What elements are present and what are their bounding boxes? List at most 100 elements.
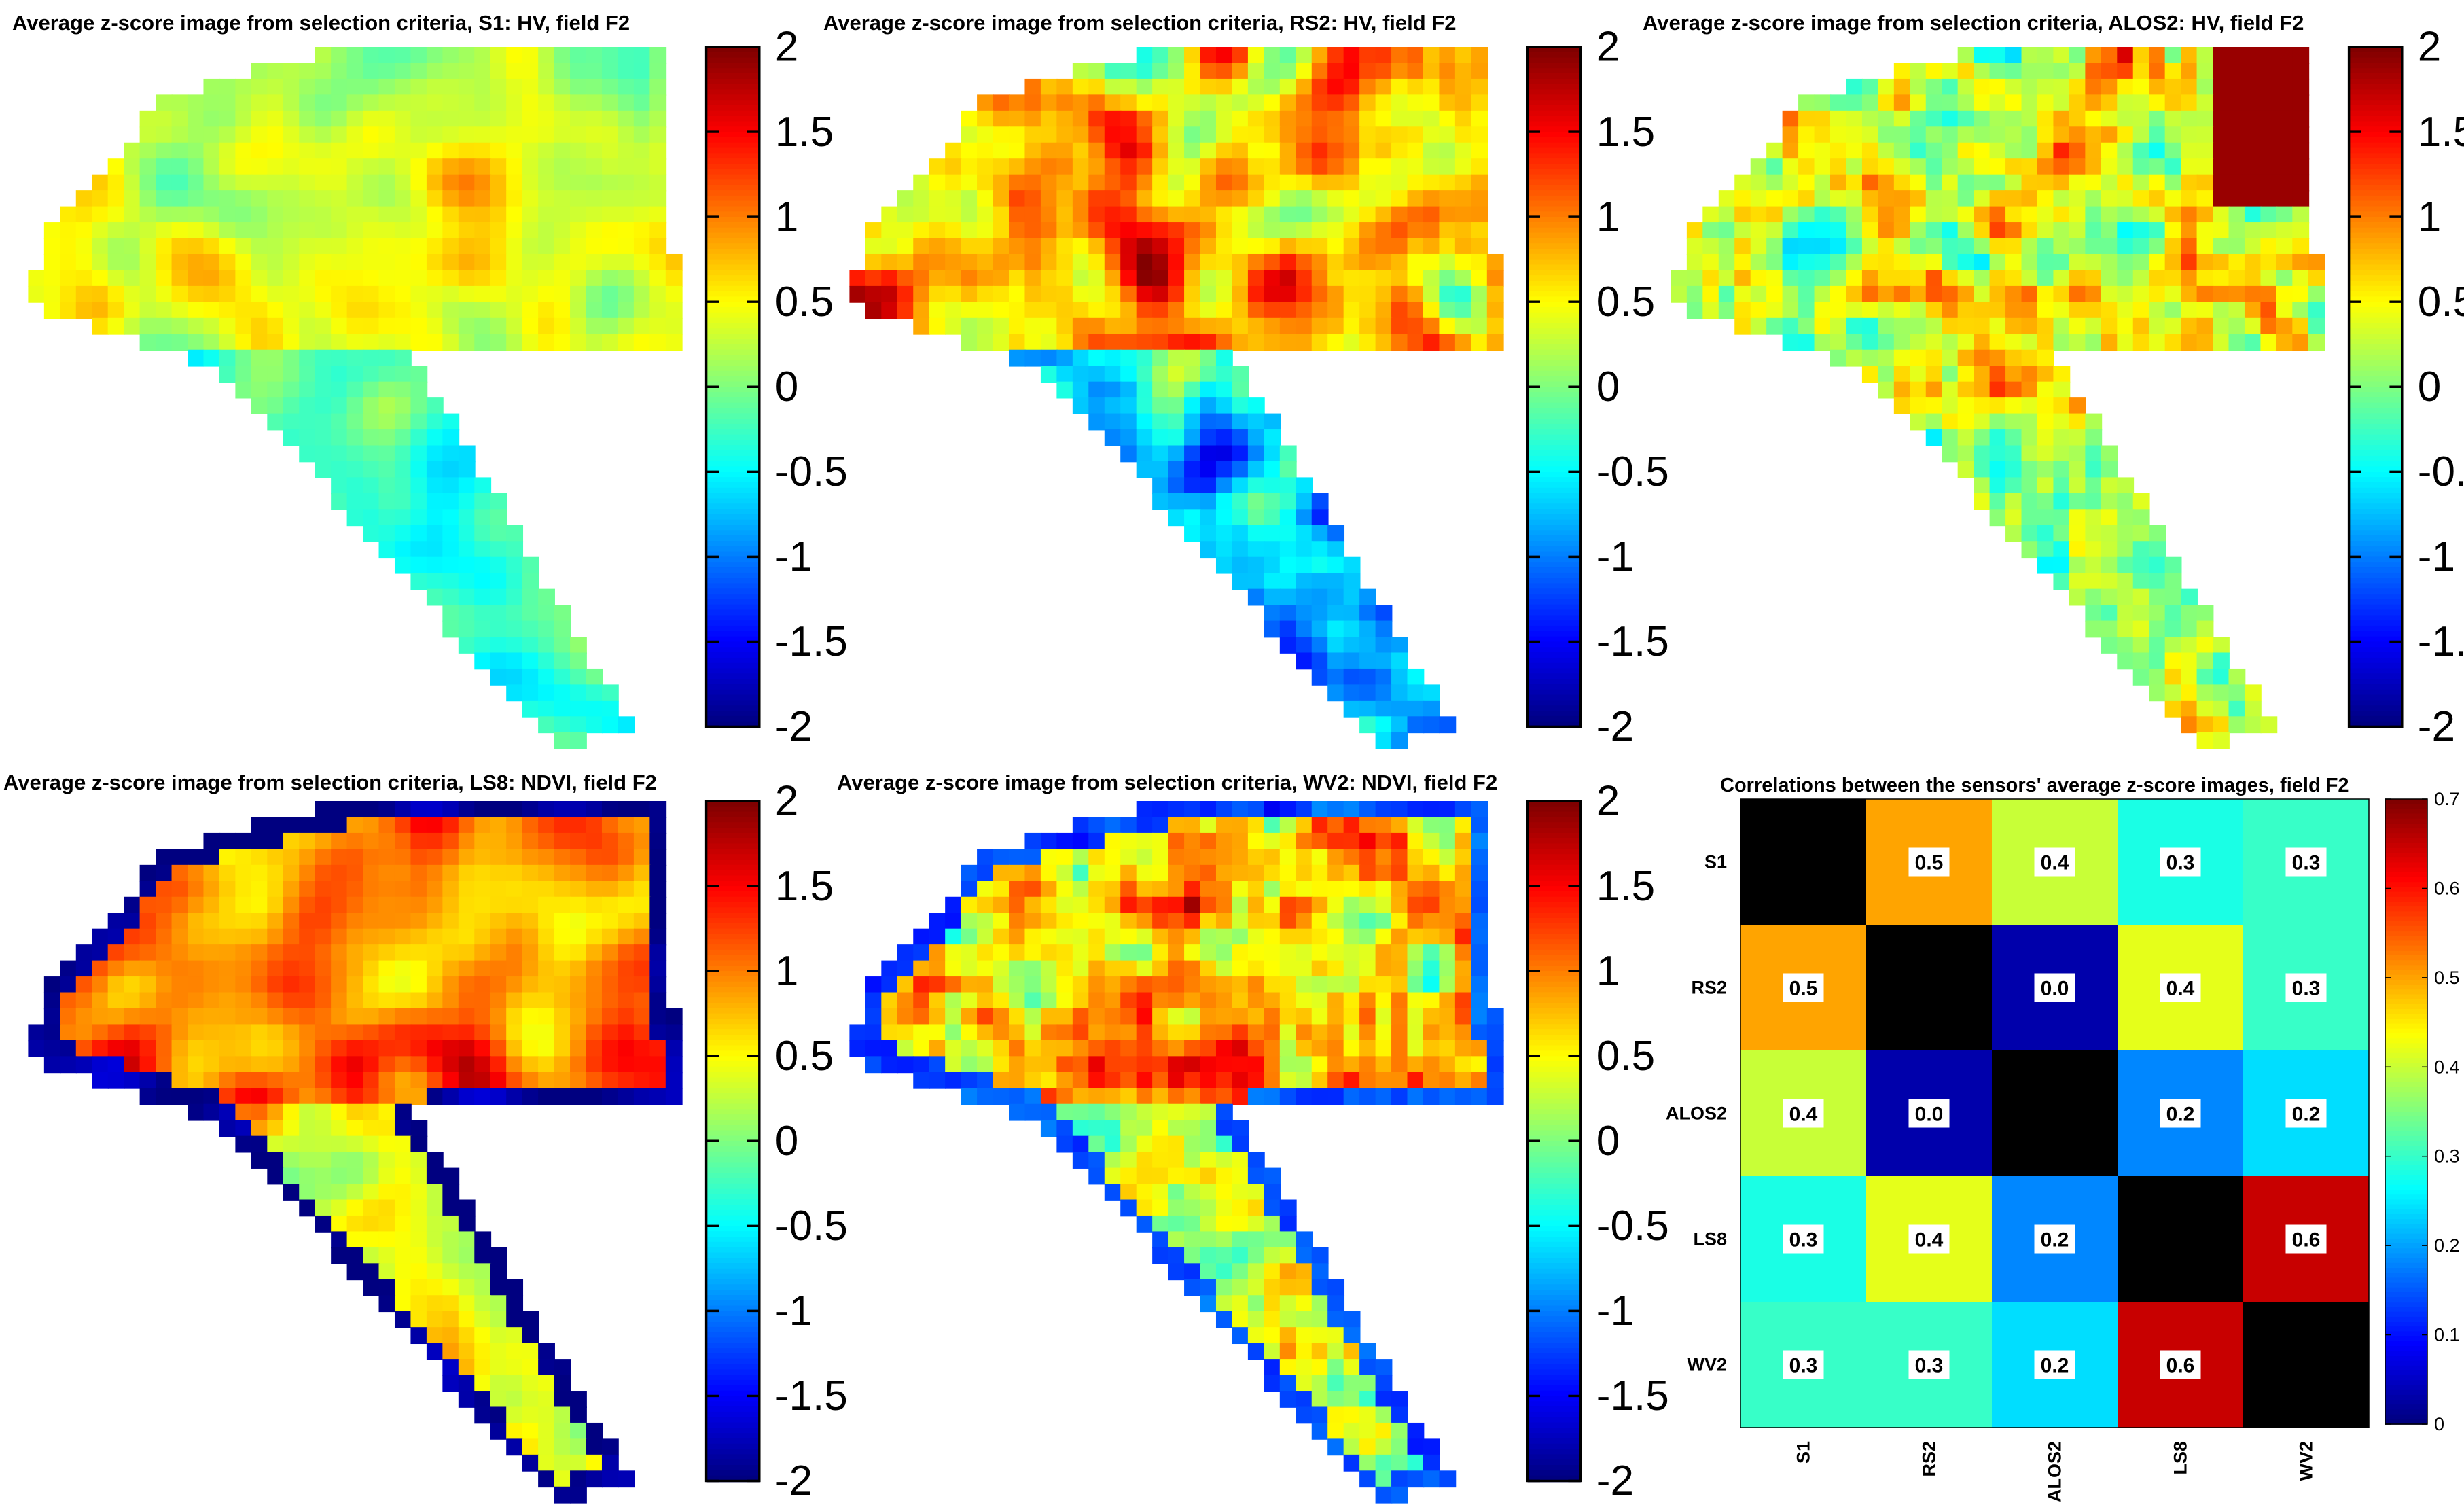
field-pixel (1439, 285, 1457, 303)
field-pixel (299, 190, 317, 207)
field-pixel (1830, 349, 1847, 367)
field-pixel (1120, 270, 1138, 287)
field-pixel (283, 222, 300, 239)
field-pixel (618, 270, 635, 287)
field-pixel (315, 270, 332, 287)
field-pixel (1056, 881, 1074, 898)
field-pixel (378, 976, 396, 993)
field-pixel (1407, 126, 1425, 144)
field-pixel (2196, 285, 2214, 303)
field-pixel (1375, 976, 1393, 993)
field-pixel (618, 285, 635, 303)
field-pixel (1989, 47, 2007, 64)
field-pixel (1343, 832, 1361, 850)
field-pixel (92, 992, 109, 1010)
field-pixel (649, 158, 667, 176)
field-pixel (506, 1279, 524, 1296)
field-pixel (522, 1343, 539, 1360)
field-pixel (1486, 1056, 1504, 1074)
colorbar-step (706, 949, 760, 957)
field-pixel (2196, 190, 2214, 207)
field-pixel (554, 1040, 571, 1057)
field-pixel (1375, 47, 1393, 64)
field-pixel (522, 1311, 539, 1328)
colorbar-step (706, 1103, 760, 1111)
field-pixel (2053, 445, 2071, 463)
field-pixel (1279, 270, 1297, 287)
colorbar-step (1527, 684, 1581, 691)
field-pixel (1974, 222, 1990, 239)
field-pixel (2276, 190, 2293, 207)
field-pixel (394, 541, 412, 559)
field-pixel (538, 78, 555, 96)
colorbar-step (706, 1273, 760, 1281)
field-pixel (331, 864, 348, 882)
field-pixel (1215, 126, 1233, 144)
field-pixel (2308, 334, 2325, 351)
field-pixel (1088, 63, 1106, 80)
colorbar-step (706, 843, 760, 851)
field-pixel (156, 849, 173, 866)
field-pixel (267, 1008, 285, 1025)
field-pixel (1200, 1040, 1217, 1057)
colorbar-step (706, 684, 760, 691)
field-pixel (188, 238, 204, 255)
field-pixel (1375, 732, 1393, 749)
field-pixel (346, 94, 364, 112)
field-pixel (1200, 317, 1217, 335)
colorbar-step (706, 801, 760, 808)
field-pixel (1375, 637, 1393, 654)
field-pixel (267, 253, 285, 271)
field-pixel (1215, 94, 1233, 112)
field-pixel (1878, 381, 1895, 399)
field-pixel (458, 928, 476, 946)
field-pixel (2101, 605, 2118, 622)
field-pixel (378, 270, 396, 287)
field-pixel (1296, 620, 1313, 638)
field-pixel (315, 801, 332, 818)
field-pixel (2037, 317, 2054, 335)
colorbar-step (2349, 503, 2402, 510)
field-pixel (2132, 142, 2150, 160)
field-pixel (1454, 992, 1472, 1010)
field-pixel (1454, 206, 1472, 224)
field-pixel (570, 913, 587, 930)
field-pixel (522, 801, 539, 818)
field-pixel (156, 126, 173, 144)
field-pixel (1215, 222, 1233, 239)
field-pixel (929, 302, 946, 319)
field-pixel (961, 206, 978, 224)
field-pixel (1184, 253, 1201, 271)
field-pixel (394, 1279, 412, 1296)
field-pixel (1072, 1152, 1090, 1169)
field-pixel (283, 1184, 300, 1201)
field-pixel (442, 126, 460, 144)
field-pixel (1232, 1072, 1249, 1089)
field-pixel (1104, 285, 1122, 303)
field-pixel (1375, 94, 1393, 112)
colorbar-step (706, 1465, 760, 1472)
field-pixel (363, 493, 380, 510)
field-pixel (2005, 349, 2022, 367)
colorbar-step (1527, 519, 1581, 527)
field-pixel (267, 222, 285, 239)
field-pixel (315, 63, 332, 80)
field-pixel (1327, 1024, 1345, 1042)
field-pixel (124, 317, 141, 335)
field-pixel (474, 317, 492, 335)
field-pixel (1296, 1040, 1313, 1057)
field-pixel (283, 1056, 300, 1074)
field-pixel (363, 142, 380, 160)
field-pixel (1750, 222, 1768, 239)
field-pixel (235, 222, 253, 239)
field-pixel (1846, 317, 1863, 335)
field-pixel (203, 928, 221, 946)
field-pixel (410, 801, 428, 818)
colorbar-step (706, 455, 760, 463)
field-pixel (474, 1311, 492, 1328)
field-pixel (378, 1103, 396, 1121)
field-pixel (1861, 190, 1879, 207)
field-pixel (1200, 1056, 1217, 1074)
field-pixel (2228, 110, 2246, 128)
field-pixel (522, 976, 539, 993)
